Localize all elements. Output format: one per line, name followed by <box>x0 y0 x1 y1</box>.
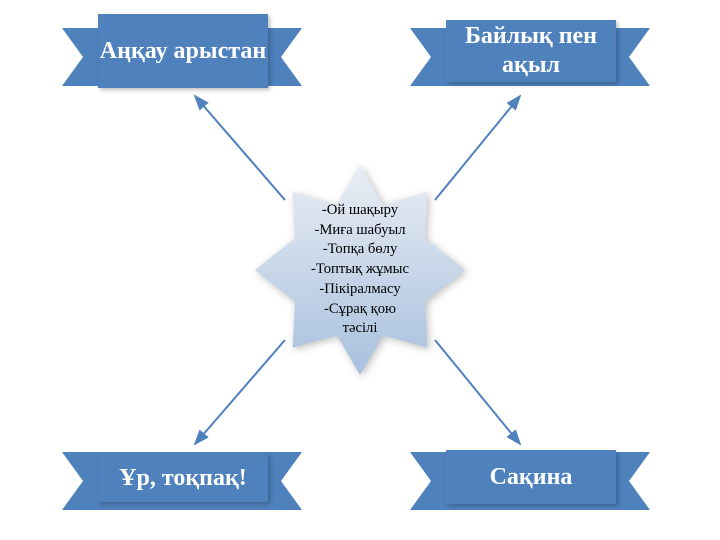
node-box-bl: Ұр, тоқпақ! <box>98 454 268 502</box>
star-line: -Ой шақыру <box>311 201 409 221</box>
node-label: Ұр, тоқпақ! <box>119 464 247 493</box>
diagram-stage: Аңқау арыстан Байлық пен ақыл Ұр, тоқпақ… <box>0 0 720 540</box>
node-box-tl: Аңқау арыстан <box>98 14 268 88</box>
node-label: Байлық пен ақыл <box>446 22 616 80</box>
star-line: тәсілі <box>311 319 409 339</box>
center-star: -Ой шақыру-Миға шабуыл-Топқа бөлу-Топтық… <box>255 165 465 375</box>
star-shape: -Ой шақыру-Миға шабуыл-Топқа бөлу-Топтық… <box>255 165 465 375</box>
star-line: -Сұрақ қою <box>311 300 409 320</box>
node-box-tr: Байлық пен ақыл <box>446 20 616 82</box>
star-line: -Топтық жұмыс <box>311 260 409 280</box>
star-line: -Миға шабуыл <box>311 221 409 241</box>
node-label: Сақина <box>490 463 573 492</box>
star-text: -Ой шақыру-Миға шабуыл-Топқа бөлу-Топтық… <box>307 197 413 344</box>
node-label: Аңқау арыстан <box>100 37 266 66</box>
node-box-br: Сақина <box>446 450 616 504</box>
star-line: -Пікіралмасу <box>311 280 409 300</box>
star-line: -Топқа бөлу <box>311 240 409 260</box>
